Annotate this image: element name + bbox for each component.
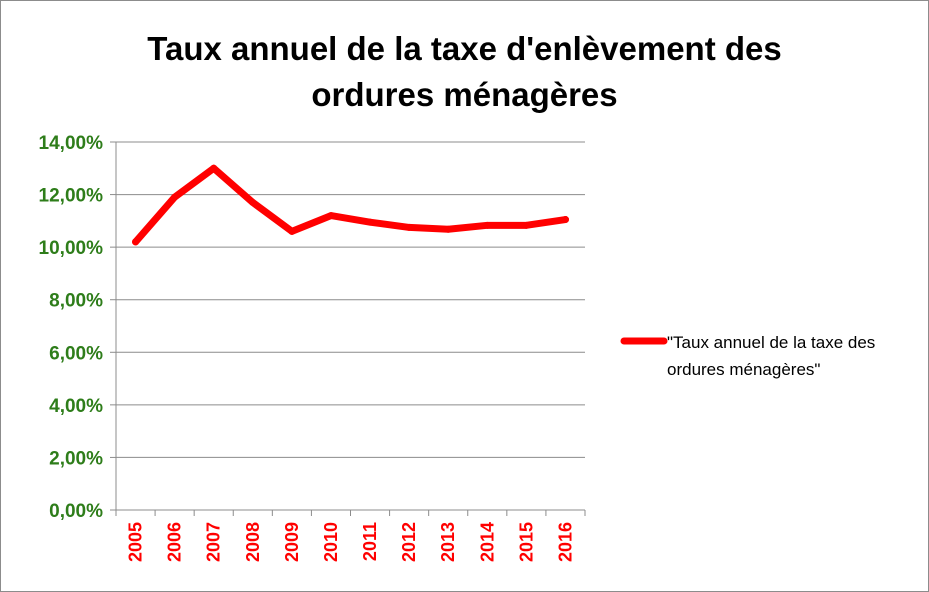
y-tick-label-7: 14,00% bbox=[39, 133, 104, 154]
chart-title-line-1: Taux annuel de la taxe d'enlèvement des bbox=[147, 30, 782, 67]
legend-label-line-1: "Taux annuel de la taxe des bbox=[667, 333, 875, 352]
x-tick-label-2008: 2008 bbox=[243, 522, 263, 562]
x-tick-label-2009: 2009 bbox=[282, 522, 302, 562]
x-tick-label-2016: 2016 bbox=[555, 522, 575, 562]
data-point-2008 bbox=[249, 198, 257, 206]
x-tick-label-2005: 2005 bbox=[126, 522, 146, 562]
gridlines bbox=[116, 141, 585, 511]
data-point-2011 bbox=[366, 218, 374, 226]
data-point-2007 bbox=[210, 164, 218, 172]
y-tick-label-5: 10,00% bbox=[39, 238, 104, 259]
legend-label-line-2: ordures ménagères" bbox=[667, 360, 820, 379]
data-point-2012 bbox=[405, 223, 413, 231]
legend: "Taux annuel de la taxe des ordures ména… bbox=[620, 333, 875, 379]
x-tick-label-2013: 2013 bbox=[438, 522, 458, 562]
data-point-2010 bbox=[327, 212, 335, 220]
data-point-2009 bbox=[288, 227, 296, 235]
axes bbox=[110, 141, 586, 516]
series-layer bbox=[132, 164, 569, 246]
y-tick-label-6: 12,00% bbox=[39, 186, 104, 207]
y-tick-label-3: 6,00% bbox=[49, 343, 103, 364]
y-tick-label-2: 4,00% bbox=[49, 396, 103, 417]
x-tick-label-2007: 2007 bbox=[204, 522, 224, 562]
data-point-2006 bbox=[171, 193, 179, 201]
chart-title-line-2: ordures ménagères bbox=[311, 76, 618, 113]
x-tick-label-2011: 2011 bbox=[360, 522, 380, 561]
data-point-2013 bbox=[444, 225, 452, 233]
y-axis-tick-labels: 0,00% 2,00% 4,00% 6,00% 8,00% 10,00% 12,00% 14,… bbox=[39, 133, 104, 522]
data-point-2016 bbox=[561, 216, 569, 224]
x-tick-label-2012: 2012 bbox=[399, 522, 419, 562]
data-point-2005 bbox=[132, 238, 140, 246]
data-point-2015 bbox=[522, 221, 530, 229]
x-tick-label-2014: 2014 bbox=[477, 522, 497, 562]
y-tick-label-0: 0,00% bbox=[49, 501, 103, 522]
y-tick-label-4: 8,00% bbox=[49, 291, 103, 312]
x-axis-tick-labels: 2005 2006 2007 2008 2009 2010 2011 2012 2013 2014… bbox=[126, 522, 576, 562]
data-point-2014 bbox=[483, 221, 491, 229]
chart-title: Taux annuel de la taxe d'enlèvement des … bbox=[0, 26, 929, 118]
series-line-0 bbox=[132, 164, 569, 246]
x-tick-label-2010: 2010 bbox=[321, 522, 341, 562]
x-tick-label-2006: 2006 bbox=[165, 522, 185, 562]
y-tick-label-1: 2,00% bbox=[49, 448, 103, 469]
x-tick-label-2015: 2015 bbox=[516, 522, 536, 562]
